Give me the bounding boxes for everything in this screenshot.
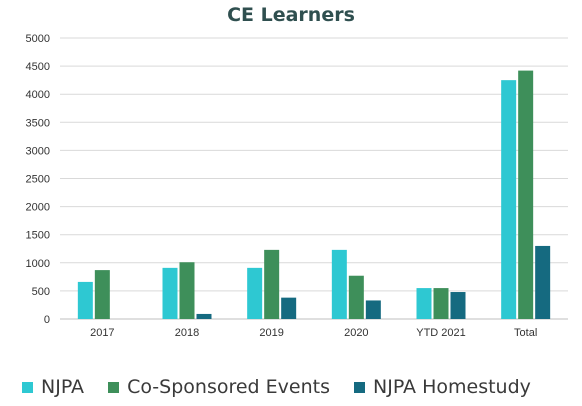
bar-co-sponsored-events-ytd-2021 [433,288,449,319]
y-tick-label: 2500 [26,174,50,186]
y-tick-label: 5000 [26,33,50,45]
y-tick-label: 0 [44,314,50,326]
bar-co-sponsored-events-total [518,70,534,319]
x-tick-label: 2017 [90,327,114,339]
legend-item-co-sponsored-events: Co-Sponsored Events [108,376,330,398]
y-tick-label: 4500 [26,61,50,73]
x-tick-label: Total [514,327,537,339]
y-tick-label: 1500 [26,230,50,242]
legend-label-co-sponsored-events: Co-Sponsored Events [127,376,330,398]
bars [77,70,551,320]
y-tick-label: 3500 [26,117,50,129]
x-tick-label: 2020 [344,327,368,339]
bar-njpa-homestudy-2018 [196,313,212,319]
bar-co-sponsored-events-2020 [348,275,364,319]
legend: NJPA Co-Sponsored Events NJPA Homestudy [0,375,582,399]
y-tick-label: 2000 [26,202,50,214]
bar-njpa-homestudy-total [535,245,551,319]
bar-njpa-homestudy-ytd-2021 [450,292,466,319]
bar-njpa-ytd-2021 [416,288,432,319]
bar-njpa-total [501,80,517,320]
bar-njpa-homestudy-2019 [281,297,297,319]
bar-co-sponsored-events-2019 [264,249,280,319]
x-tick-label: 2018 [175,327,199,339]
legend-label-njpa: NJPA [41,376,85,398]
y-tick-label: 3000 [26,145,50,157]
y-tick-label: 500 [32,286,50,298]
bar-co-sponsored-events-2018 [179,262,195,319]
bar-njpa-2018 [162,267,178,319]
legend-item-njpa-homestudy: NJPA Homestudy [354,376,531,398]
x-tick-label: YTD 2021 [416,327,466,339]
x-tick-label: 2019 [259,327,283,339]
x-axis-ticks: 2017 2018 2019 2020 YTD 2021 Total [90,327,537,339]
legend-swatch-njpa-homestudy [354,381,365,393]
gridlines [60,37,568,320]
y-tick-label: 1000 [26,258,50,270]
bar-njpa-2020 [331,249,347,319]
legend-label-njpa-homestudy: NJPA Homestudy [373,376,531,398]
chart-title: CE Learners [227,4,355,26]
bar-njpa-homestudy-2020 [365,300,381,319]
bar-njpa-2019 [247,267,263,319]
y-axis-ticks: 0 500 1000 1500 2000 2500 3000 3500 4000 4500 5000 [26,33,50,326]
legend-item-njpa: NJPA [22,376,84,398]
legend-swatch-njpa [22,381,33,393]
bar-chart: 0 500 1000 1500 2000 2500 3000 3500 4000 4500 5000… [26,33,568,339]
bar-co-sponsored-events-2017 [94,270,110,319]
legend-swatch-co-sponsored-events [108,381,120,393]
bar-njpa-2017 [77,281,93,319]
y-tick-label: 4000 [26,89,50,101]
